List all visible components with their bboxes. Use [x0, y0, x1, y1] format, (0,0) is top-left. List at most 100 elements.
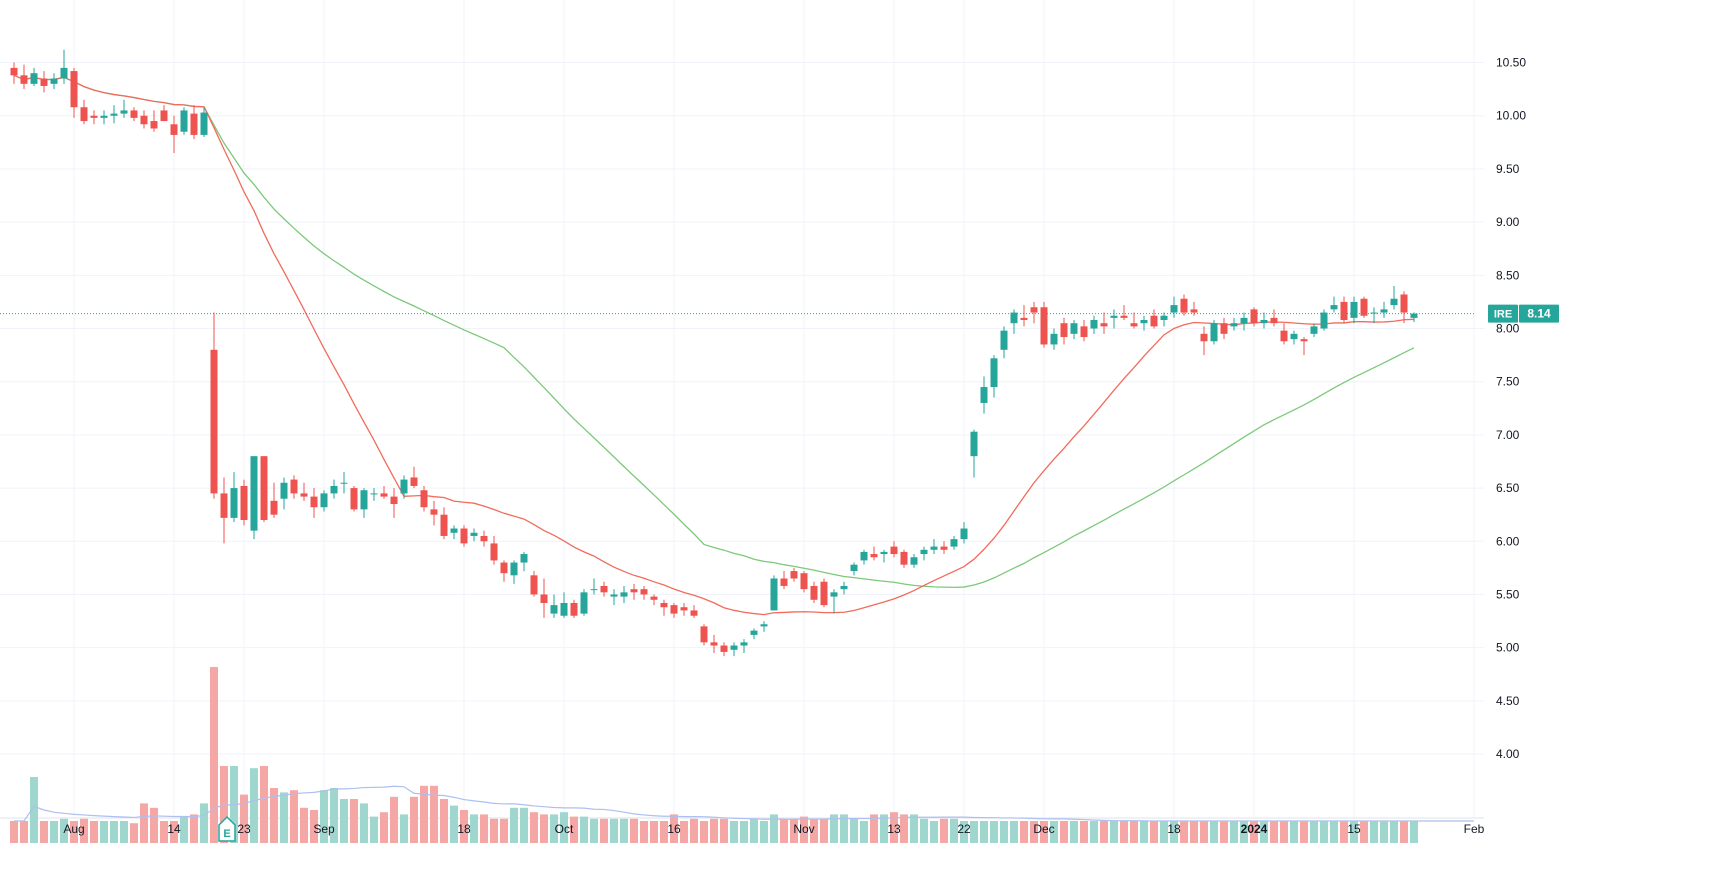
volume-bar: [830, 814, 838, 843]
candle-body: [900, 551, 908, 565]
volume-bar: [1140, 821, 1148, 843]
candle-body: [490, 543, 498, 561]
volume-bar: [1230, 821, 1238, 843]
earnings-marker-icon[interactable]: E: [218, 815, 236, 842]
candle-body: [1410, 313, 1418, 318]
candle-body: [20, 75, 28, 84]
volume-bar: [1380, 821, 1388, 843]
volume-bar: [350, 799, 358, 843]
y-tick-label: 6.50: [1496, 481, 1520, 495]
y-tick-label: 5.00: [1496, 641, 1520, 655]
ma-slow-line: [13, 74, 1415, 589]
volume-bar: [630, 818, 638, 843]
x-tick-label: 2024: [1241, 822, 1268, 836]
volume-bar: [460, 810, 468, 843]
candle-body: [390, 496, 398, 505]
candle-body: [1380, 309, 1388, 313]
candle-body: [1390, 298, 1398, 306]
candle-body: [1190, 309, 1198, 313]
volume-bar: [190, 814, 198, 843]
volume-bar: [750, 818, 758, 843]
candle-body: [180, 110, 188, 132]
volume-bar: [500, 818, 508, 843]
ma-fast-line: [13, 74, 1415, 616]
volume-bar: [390, 796, 398, 843]
volume-bar: [930, 821, 938, 843]
volume-bar: [1200, 821, 1208, 843]
volume-bar: [290, 790, 298, 843]
volume-bar: [140, 803, 148, 843]
candle-body: [270, 500, 278, 515]
time-axis[interactable]: Aug 14 23 Sep 18 Oct 16 Nov 13 22 Dec 18 2024 15 Feb: [63, 822, 1484, 836]
volume-bar: [660, 821, 668, 843]
candle-body: [350, 488, 358, 510]
candle-body: [940, 546, 948, 550]
volume-bar: [70, 821, 78, 843]
candle-body: [1270, 317, 1278, 324]
volume-bar: [1130, 821, 1138, 843]
volume-bar: [580, 816, 588, 843]
candle-body: [420, 490, 428, 508]
volume-bar: [260, 766, 268, 843]
x-tick-label: Aug: [63, 822, 84, 836]
candle-body: [450, 528, 458, 533]
volume-bar: [620, 818, 628, 843]
volume-bar: [880, 814, 888, 843]
volume-bar: [760, 821, 768, 843]
volume-bar: [160, 821, 168, 843]
candle-body: [800, 573, 808, 590]
volume-bar: [90, 821, 98, 843]
candle-body: [330, 485, 338, 494]
candle-body: [770, 578, 778, 611]
candle-body: [1260, 320, 1268, 324]
volume-bar: [20, 821, 28, 843]
candle-body: [170, 124, 178, 135]
candle-body: [250, 456, 258, 531]
volume-bar: [1060, 821, 1068, 843]
volume-bar: [1290, 821, 1298, 843]
candle-body: [1060, 323, 1068, 338]
volume-bars: [10, 667, 1474, 843]
volume-bar: [970, 821, 978, 843]
volume-bar: [520, 807, 528, 843]
volume-bar: [1390, 821, 1398, 843]
volume-bar: [600, 818, 608, 843]
candle-body: [1200, 333, 1208, 342]
candle-body: [210, 349, 218, 494]
candle-body: [670, 605, 678, 614]
candle-body: [950, 539, 958, 547]
volume-bar: [1040, 821, 1048, 843]
candle-body: [700, 626, 708, 643]
x-tick-label: 13: [887, 822, 901, 836]
candle-body: [830, 592, 838, 597]
candle-body: [760, 624, 768, 627]
price-axis[interactable]: 10.50 10.00 9.50 9.00 8.50 8.00 7.50 7.00 6.50 6.…: [1496, 56, 1526, 761]
volume-bar: [110, 821, 118, 843]
candle-body: [870, 554, 878, 558]
volume-bar: [180, 816, 188, 843]
volume-bar: [220, 766, 228, 843]
y-tick-label: 9.50: [1496, 162, 1520, 176]
candle-body: [300, 493, 308, 497]
candle-body: [530, 575, 538, 595]
volume-bar: [1170, 821, 1178, 843]
x-tick-label: 18: [457, 822, 471, 836]
volume-bar: [530, 812, 538, 843]
candle-body: [1160, 315, 1168, 320]
candle-body: [890, 546, 898, 555]
candle-body: [720, 645, 728, 652]
volume-bar: [340, 799, 348, 843]
volume-bar: [250, 768, 258, 843]
earnings-markers[interactable]: E: [218, 815, 236, 842]
candle-body: [440, 514, 448, 536]
candle-body: [400, 479, 408, 494]
symbol-tag-bg: [1488, 304, 1518, 323]
volume-bar: [1000, 821, 1008, 843]
volume-bar: [1210, 821, 1218, 843]
candle-body: [360, 490, 368, 510]
candle-body: [200, 112, 208, 135]
candle-body: [930, 546, 938, 550]
candle-body: [1030, 307, 1038, 313]
